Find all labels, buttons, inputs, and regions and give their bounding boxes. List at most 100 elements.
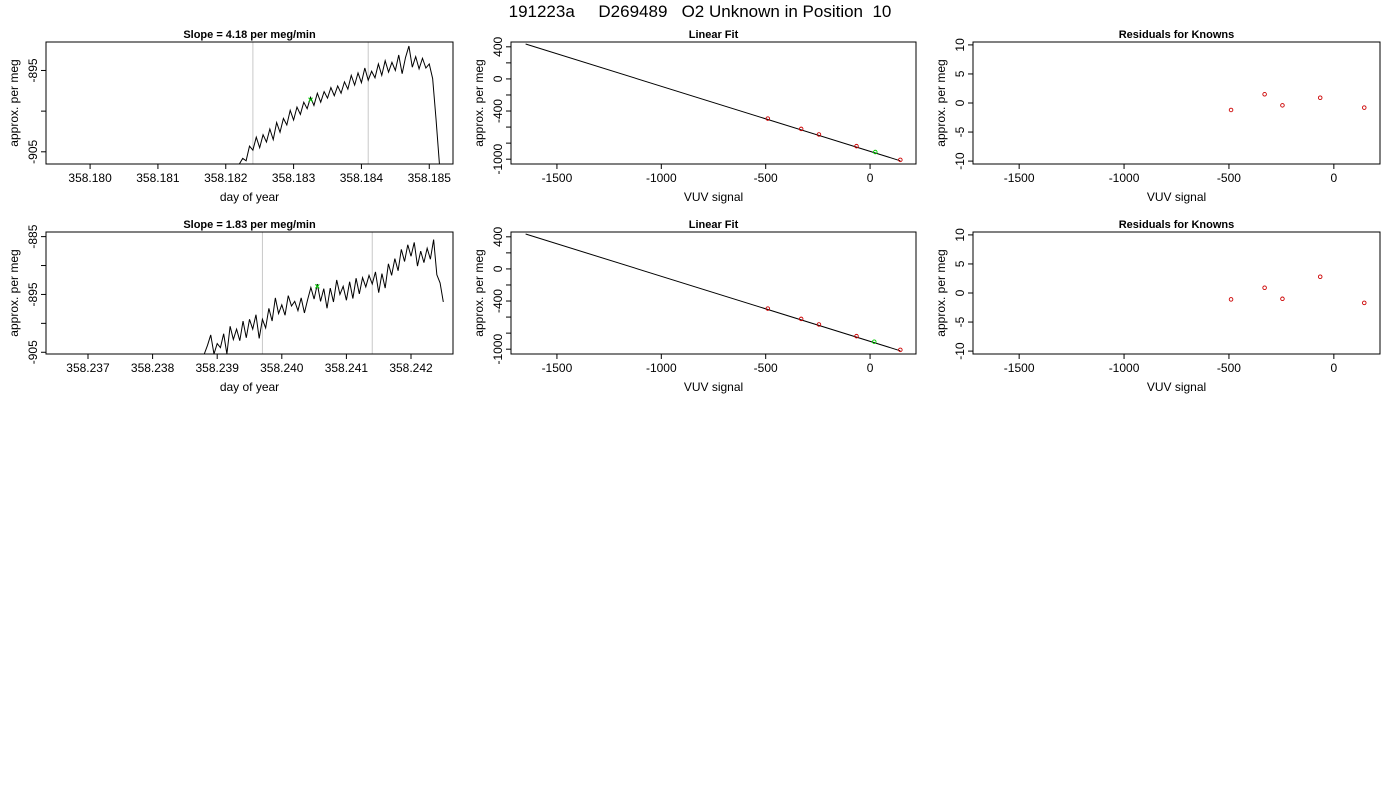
x-tick-label: -500 — [1217, 171, 1241, 185]
x-tick-label: 0 — [1331, 171, 1338, 185]
y-tick-label: -1000 — [491, 144, 505, 175]
x-tick-label: -500 — [1217, 361, 1241, 375]
data-point — [1262, 92, 1267, 97]
x-tick-label: 0 — [1331, 361, 1338, 375]
data-point — [1228, 107, 1234, 113]
y-tick-label: -1000 — [491, 334, 505, 365]
x-tick-label: 358.183 — [272, 171, 316, 185]
y-tick-label: -905 — [26, 139, 40, 163]
data-point — [1317, 274, 1323, 279]
x-tick-label: -500 — [754, 171, 778, 185]
y-tick-label: 0 — [491, 75, 505, 82]
x-tick-label: -1500 — [542, 171, 573, 185]
chart-title: Residuals for Knowns — [1119, 219, 1235, 231]
plot-frame — [45, 231, 454, 355]
x-axis-label: VUV signal — [1147, 190, 1206, 204]
chart-title: Slope = 4.18 per meg/min — [183, 29, 316, 41]
y-axis-label: approx. per meg — [934, 249, 948, 336]
y-axis-label: approx. per meg — [472, 59, 486, 146]
data-point — [1362, 105, 1367, 110]
data-point — [765, 116, 771, 121]
x-axis-label: VUV signal — [684, 190, 743, 204]
y-tick-label: 10 — [953, 228, 967, 242]
x-tick-label: 358.239 — [196, 361, 240, 375]
series-line — [203, 239, 444, 354]
x-tick-label: -1500 — [1004, 361, 1035, 375]
x-axis-label: day of year — [220, 190, 279, 204]
chart-panel-6: Residuals for Knowns -1500 -1000 -500 0 -10 -5… — [934, 219, 1381, 394]
y-axis-label: approx. per meg — [7, 59, 21, 146]
data-point — [816, 132, 822, 137]
data-point — [873, 149, 878, 155]
y-axis-label: approx. per meg — [934, 59, 948, 146]
series-line — [525, 233, 901, 352]
y-tick-label: 0 — [491, 265, 505, 272]
y-tick-label: 5 — [953, 260, 967, 267]
y-tick-label: -5 — [953, 126, 967, 137]
x-tick-label: 358.182 — [204, 171, 248, 185]
chart-title: Residuals for Knowns — [1119, 29, 1235, 41]
page-title: 191223a D269489 O2 Unknown in Position 1… — [508, 2, 892, 21]
chart-panel-4: Slope = 1.83 per meg/min 358.237 358.238 35… — [7, 219, 454, 394]
y-tick-label: -885 — [26, 224, 40, 248]
x-tick-label: 358.184 — [340, 171, 384, 185]
plot-frame — [45, 41, 454, 165]
y-tick-label: -5 — [953, 316, 967, 327]
x-axis-label: VUV signal — [1147, 380, 1206, 394]
y-axis-label: approx. per meg — [472, 249, 486, 336]
y-tick-label: -905 — [26, 340, 40, 364]
x-tick-label: 358.185 — [408, 171, 452, 185]
y-tick-label: 400 — [491, 226, 505, 246]
data-point — [1228, 297, 1234, 302]
plot-frame — [972, 231, 1381, 355]
x-tick-label: 358.238 — [131, 361, 175, 375]
x-tick-label: 358.240 — [260, 361, 304, 375]
data-point — [816, 322, 822, 327]
plot-frame — [510, 41, 917, 165]
x-tick-label: 358.237 — [66, 361, 110, 375]
x-tick-label: 0 — [867, 361, 874, 375]
data-point — [1280, 103, 1285, 108]
plot-frame — [510, 231, 917, 355]
x-tick-label: 358.180 — [68, 171, 112, 185]
y-tick-label: 10 — [953, 38, 967, 52]
x-tick-label: -1000 — [1109, 361, 1140, 375]
y-tick-label: -895 — [26, 282, 40, 306]
data-point — [854, 333, 859, 339]
chart-title: Linear Fit — [689, 219, 739, 231]
y-tick-label: -10 — [953, 152, 967, 170]
data-point — [898, 347, 903, 353]
x-tick-label: 358.181 — [136, 171, 180, 185]
series-line — [238, 45, 440, 164]
y-tick-label: 0 — [953, 289, 967, 296]
plot-frame — [972, 41, 1381, 165]
data-point — [765, 306, 771, 311]
x-tick-label: -1500 — [1004, 171, 1035, 185]
data-point — [854, 143, 859, 149]
data-point — [1362, 300, 1367, 306]
x-tick-label: 358.241 — [325, 361, 369, 375]
x-tick-label: -1500 — [542, 361, 573, 375]
x-tick-label: -1000 — [646, 361, 677, 375]
x-tick-label: -500 — [754, 361, 778, 375]
data-point — [798, 316, 804, 322]
data-marker — [314, 283, 320, 289]
chart-title: Slope = 1.83 per meg/min — [183, 219, 316, 231]
data-point — [898, 157, 903, 163]
data-point — [798, 126, 804, 132]
data-point — [871, 339, 877, 344]
data-marker — [308, 97, 313, 103]
chart-panel-2: Linear Fit -1500 -1000 -500 0 -1000 -400 0 400 VU… — [472, 29, 917, 204]
x-axis-label: VUV signal — [684, 380, 743, 394]
x-axis-label: day of year — [220, 380, 279, 394]
chart-panel-1: Slope = 4.18 per meg/min 358.180 358.181 35… — [7, 29, 454, 204]
y-tick-label: -10 — [953, 342, 967, 360]
chart-panel-5: Linear Fit -1500 -1000 -500 0 -1000 -400 0 400 VU… — [472, 219, 917, 394]
chart-title: Linear Fit — [689, 29, 739, 41]
data-point — [1262, 285, 1267, 291]
y-tick-label: -400 — [491, 289, 505, 313]
x-tick-label: -1000 — [1109, 171, 1140, 185]
data-point — [1317, 95, 1323, 101]
x-tick-label: 0 — [867, 171, 874, 185]
